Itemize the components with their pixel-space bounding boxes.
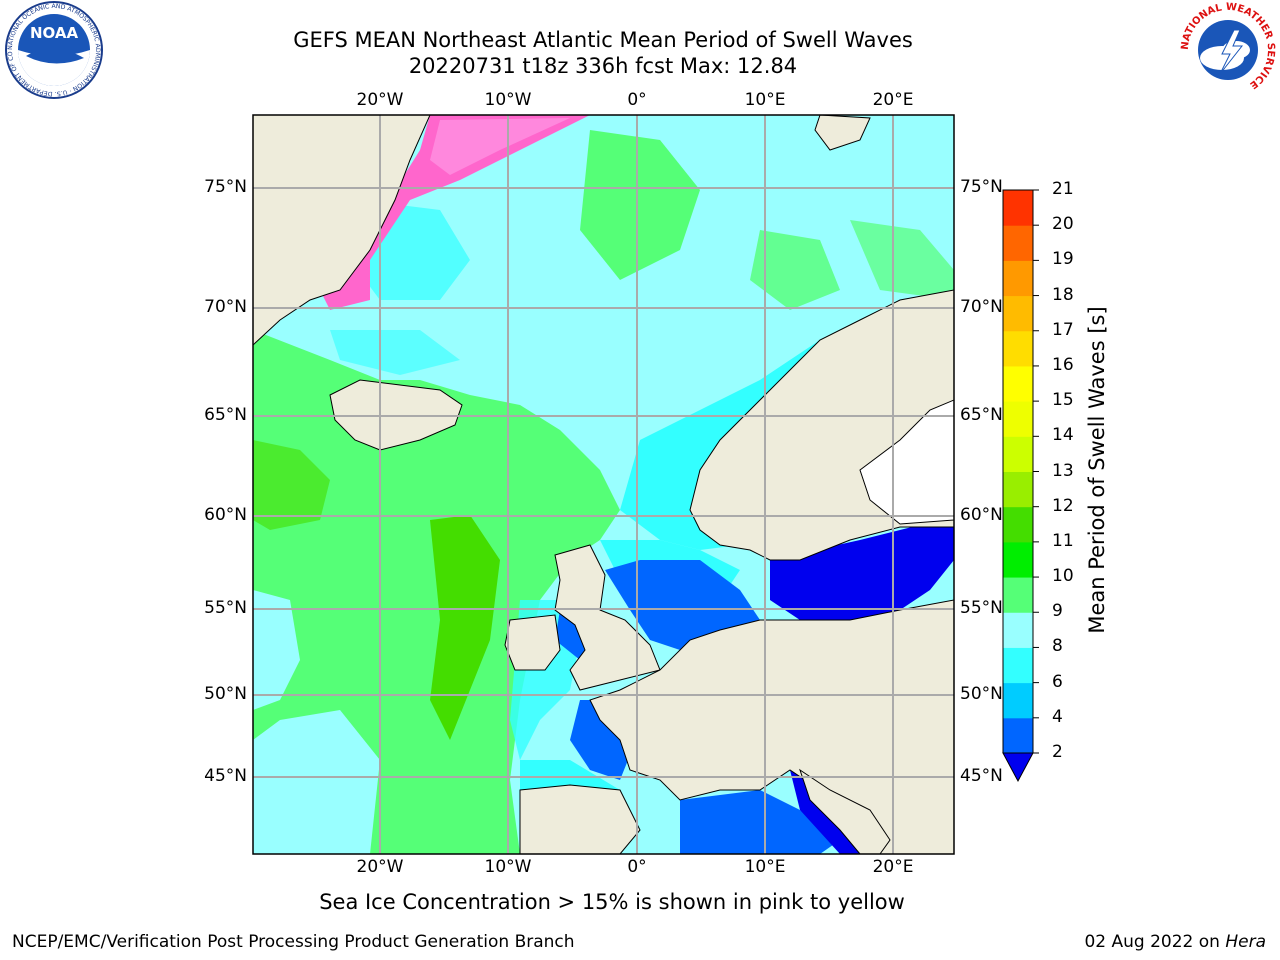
swell-zone-2-4 <box>605 560 760 650</box>
lon-tick-top: 10°W <box>484 90 532 110</box>
colorbar-segment <box>1003 436 1033 472</box>
colorbar-segment <box>1003 506 1033 543</box>
lat-tick-left: 45°N <box>204 766 247 786</box>
colorbar-tick-label: 15 <box>1052 390 1074 411</box>
lon-tick-bottom: 0° <box>627 857 647 877</box>
noaa-logo-icon: NATIONAL OCEANIC AND ATMOSPHERIC ADMINIS… <box>4 0 103 99</box>
colorbar-tick-label: 8 <box>1052 636 1063 657</box>
lon-tick-top: 20°E <box>872 90 914 110</box>
colorbar-segment <box>1003 401 1033 437</box>
noaa-logo-text: NOAA <box>30 24 79 42</box>
colorbar-tick-label: 20 <box>1052 214 1074 235</box>
colorbar-tick-label: 6 <box>1052 671 1063 692</box>
land-italy <box>799 768 891 854</box>
lon-tick-bottom: 10°E <box>744 857 786 877</box>
colorbar-tick-label: 11 <box>1052 530 1074 551</box>
land-iberia <box>519 784 641 854</box>
lat-tick-left: 60°N <box>204 505 247 525</box>
footer-credit: NCEP/EMC/Verification Post Processing Pr… <box>12 932 575 952</box>
land-svalbard <box>814 115 871 151</box>
colorbar-tick-label: 10 <box>1052 566 1074 587</box>
colorbar-segment <box>1003 225 1033 261</box>
colorbar-tick-label: 13 <box>1052 460 1074 481</box>
colorbar-tick-label: 16 <box>1052 354 1074 375</box>
chart-title: GEFS MEAN Northeast Atlantic Mean Period… <box>293 28 913 52</box>
colorbar-segment <box>1003 577 1033 613</box>
lat-tick-right: 60°N <box>960 505 1003 525</box>
land-great-britain <box>554 544 661 691</box>
colorbar-segment <box>1003 717 1033 754</box>
lon-tick-top: 0° <box>627 90 647 110</box>
colorbar-tick-label: 18 <box>1052 284 1074 305</box>
lon-tick-top: 10°E <box>744 90 786 110</box>
lat-tick-right: 45°N <box>960 766 1003 786</box>
lon-tick-top: 20°W <box>356 90 404 110</box>
gulf-of-bothnia <box>859 399 954 525</box>
lat-tick-left: 75°N <box>204 177 247 197</box>
map-gridlines <box>253 115 954 854</box>
lat-tick-left: 65°N <box>204 405 247 425</box>
chart-subtitle: 20220731 t18z 336h fcst Max: 12.84 <box>408 54 798 78</box>
swell-zone-8-9 <box>253 590 300 710</box>
colorbar <box>1002 189 1039 783</box>
lat-tick-left: 55°N <box>204 598 247 618</box>
colorbar-segment <box>1003 330 1033 367</box>
colorbar-tick-label: 12 <box>1052 495 1074 516</box>
lat-tick-right: 55°N <box>960 598 1003 618</box>
footer-machine: Hera <box>1225 932 1266 952</box>
colorbar-segment <box>1003 541 1033 578</box>
colorbar-tick-label: 14 <box>1052 425 1074 446</box>
baltic-under-range <box>770 525 954 620</box>
colorbar-tick-label: 17 <box>1052 319 1074 340</box>
colorbar-segment <box>1003 365 1033 402</box>
lat-tick-left: 50°N <box>204 684 247 704</box>
colorbar-segment <box>1003 471 1033 508</box>
map-frame <box>252 114 955 855</box>
lat-tick-right: 75°N <box>960 177 1003 197</box>
lat-tick-right: 65°N <box>960 405 1003 425</box>
colorbar-under-arrow <box>1002 752 1034 783</box>
colorbar-segment <box>1003 190 1033 226</box>
lon-tick-bottom: 10°W <box>484 857 532 877</box>
colorbar-tick-label: 21 <box>1052 179 1074 199</box>
land-greenland <box>253 115 431 346</box>
sea-ice-caption: Sea Ice Concentration > 15% is shown in … <box>319 890 905 914</box>
lon-tick-bottom: 20°E <box>872 857 914 877</box>
colorbar-label: Mean Period of Swell Waves [s] <box>1085 306 1109 634</box>
lat-tick-left: 70°N <box>204 297 247 317</box>
colorbar-tick-label: 19 <box>1052 249 1074 270</box>
colorbar-segment <box>1003 612 1033 648</box>
colorbar-tick-label: 9 <box>1052 601 1063 622</box>
colorbar-segment <box>1003 682 1033 719</box>
colorbar-segment <box>1003 295 1033 332</box>
nws-logo-icon: NATIONAL WEATHER SERVICE <box>1180 2 1276 98</box>
colorbar-segment <box>1003 260 1033 297</box>
land-ireland <box>504 614 561 671</box>
lon-tick-bottom: 20°W <box>356 857 404 877</box>
swell-zone-10-11 <box>430 515 500 740</box>
colorbar-tick-label: 2 <box>1052 742 1063 762</box>
footer-date-text: 02 Aug 2022 on <box>1084 932 1226 952</box>
lat-tick-right: 50°N <box>960 684 1003 704</box>
colorbar-tick-label: 4 <box>1052 706 1063 727</box>
lat-tick-right: 70°N <box>960 297 1003 317</box>
footer-date: 02 Aug 2022 on Hera <box>1084 932 1266 952</box>
colorbar-segment <box>1003 647 1033 684</box>
